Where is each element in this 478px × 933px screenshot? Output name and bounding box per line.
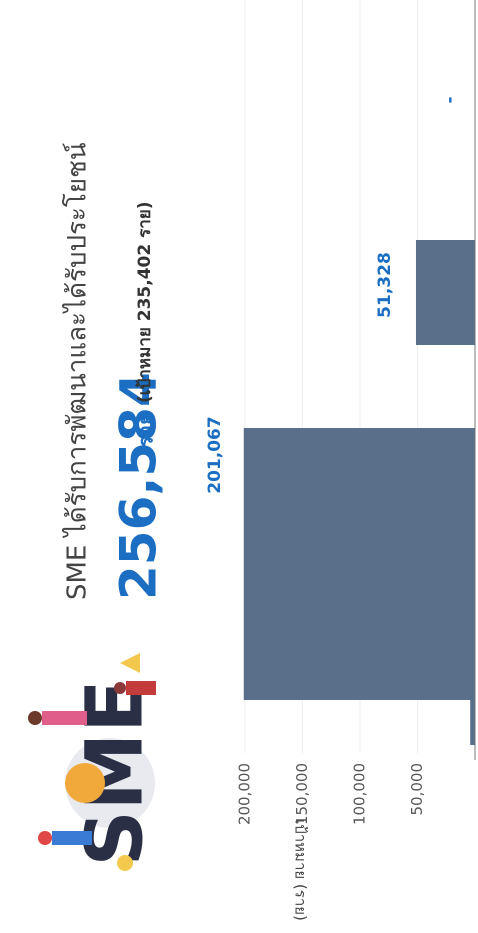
y-tick-label: 200,000	[236, 763, 254, 825]
chart-title: SME ได้รับการพัฒนาและได้รับประโยชน์	[62, 142, 93, 600]
y-tick-label: 50,000	[408, 763, 426, 816]
sme-illustration: SME	[28, 653, 160, 871]
value-label: 51,328	[375, 252, 395, 318]
y-tick-label: 150,000	[293, 763, 311, 825]
bar	[243, 428, 475, 700]
value-label: -	[440, 96, 460, 103]
y-axis-label: เป้าหมาย (ราย)	[292, 819, 310, 921]
value-label: 201,067	[205, 416, 225, 493]
y-tick-label: 100,000	[351, 763, 369, 825]
target-note: (เป้าหมาย 235,402 ราย)	[135, 201, 155, 403]
headline-unit: ราย	[134, 413, 158, 447]
headline: 256,584	[110, 372, 168, 600]
bar	[415, 240, 476, 345]
rotated-panel: SME SME ได้รับการพัฒนาและได้รับประโยชน์ …	[28, 0, 476, 921]
